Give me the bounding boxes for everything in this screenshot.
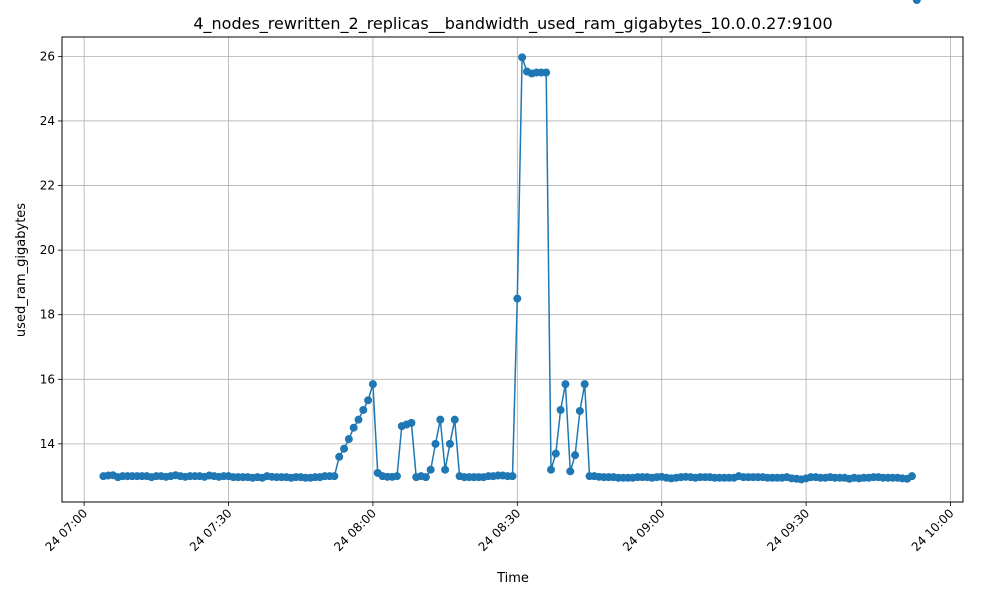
data-point <box>542 68 551 77</box>
y-tick-label: 16 <box>40 372 55 386</box>
data-point <box>421 473 430 482</box>
x-tick-label: 24 09:30 <box>764 506 812 554</box>
data-point <box>551 449 560 458</box>
data-point <box>912 0 921 4</box>
data-point <box>518 53 527 62</box>
x-axis: 24 07:00 24 07:30 24 08:00 24 08:30 24 09:00… <box>42 502 957 554</box>
data-point <box>340 444 349 453</box>
x-tick-label: 24 09:00 <box>620 506 668 554</box>
data-point <box>330 472 339 481</box>
data-point <box>364 396 373 405</box>
y-tick-label: 14 <box>40 437 55 451</box>
y-tick-label: 18 <box>40 308 55 322</box>
data-point <box>368 380 377 389</box>
data-point <box>431 439 440 448</box>
data-point <box>445 439 454 448</box>
y-tick-label: 26 <box>40 49 55 63</box>
data-point <box>344 435 353 444</box>
y-tick-label: 24 <box>40 114 55 128</box>
data-point <box>513 294 522 303</box>
x-tick-label: 24 10:00 <box>909 506 957 554</box>
data-point <box>335 452 344 461</box>
x-tick-label: 24 08:30 <box>476 506 524 554</box>
y-tick-label: 20 <box>40 243 55 257</box>
data-point <box>359 405 368 414</box>
plot-frame <box>61 36 964 503</box>
grid-lines <box>62 37 963 502</box>
data-point <box>436 415 445 424</box>
data-point <box>349 423 358 432</box>
y-tick-label: 22 <box>40 179 55 193</box>
data-point <box>407 418 416 427</box>
data-point <box>566 467 575 476</box>
data-point <box>547 465 556 474</box>
x-tick-label: 24 07:30 <box>187 506 235 554</box>
data-point <box>354 415 363 424</box>
data-point <box>907 472 916 481</box>
y-axis: 14 16 18 20 22 24 26 <box>40 49 62 451</box>
chart-title: 4_nodes_rewritten_2_replicas__bandwidth_… <box>193 14 832 34</box>
data-point <box>392 472 401 481</box>
x-tick-label: 24 08:00 <box>331 506 379 554</box>
y-axis-label: used_ram_gigabytes <box>14 203 29 337</box>
data-point <box>556 405 565 414</box>
data-point <box>561 380 570 389</box>
x-axis-label: Time <box>496 571 529 586</box>
data-point <box>426 465 435 474</box>
data-point <box>441 465 450 474</box>
data-point <box>571 451 580 460</box>
data-point <box>508 472 517 481</box>
x-tick-label: 24 07:00 <box>42 506 90 554</box>
data-point <box>575 406 584 415</box>
data-point <box>450 415 459 424</box>
data-point <box>580 380 589 389</box>
data-series <box>99 0 921 484</box>
